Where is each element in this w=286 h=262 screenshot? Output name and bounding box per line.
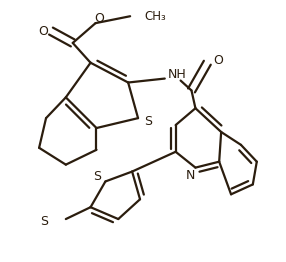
Text: S: S bbox=[40, 215, 48, 227]
Text: N: N bbox=[186, 169, 195, 182]
Text: NH: NH bbox=[168, 68, 186, 81]
Text: CH₃: CH₃ bbox=[144, 10, 166, 23]
Text: S: S bbox=[144, 114, 152, 128]
Text: O: O bbox=[213, 54, 223, 67]
Text: O: O bbox=[38, 25, 48, 37]
Text: S: S bbox=[94, 170, 102, 183]
Text: O: O bbox=[95, 12, 104, 25]
